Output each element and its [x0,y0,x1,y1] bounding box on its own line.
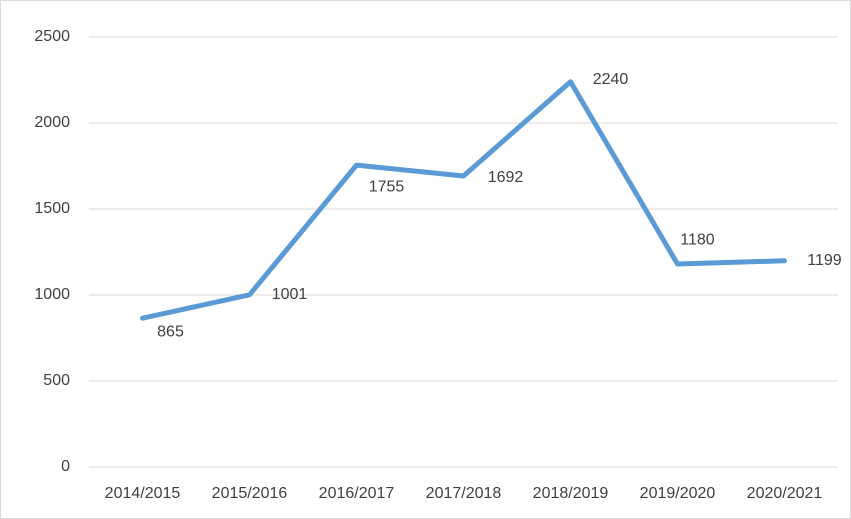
y-tick-label: 0 [61,458,70,475]
x-tick-label: 2016/2017 [319,485,395,502]
x-tick-label: 2017/2018 [426,485,502,502]
y-tick-label: 500 [43,372,70,389]
data-label: 1180 [680,231,715,248]
data-label: 1001 [272,286,308,303]
data-label: 2240 [593,71,629,88]
y-tick-label: 1500 [34,200,70,217]
data-label: 1755 [369,178,405,195]
y-tick-label: 2500 [34,28,70,45]
x-tick-label: 2014/2015 [105,485,181,502]
x-tick-label: 2020/2021 [747,485,823,502]
x-tick-label: 2019/2020 [640,485,716,502]
data-label: 1199 [807,252,842,269]
x-tick-label: 2015/2016 [212,485,288,502]
data-label: 1692 [488,169,524,186]
data-label: 865 [157,323,184,340]
y-tick-label: 2000 [34,114,70,131]
y-tick-label: 1000 [34,286,70,303]
x-tick-label: 2018/2019 [533,485,609,502]
data-line [140,79,787,321]
